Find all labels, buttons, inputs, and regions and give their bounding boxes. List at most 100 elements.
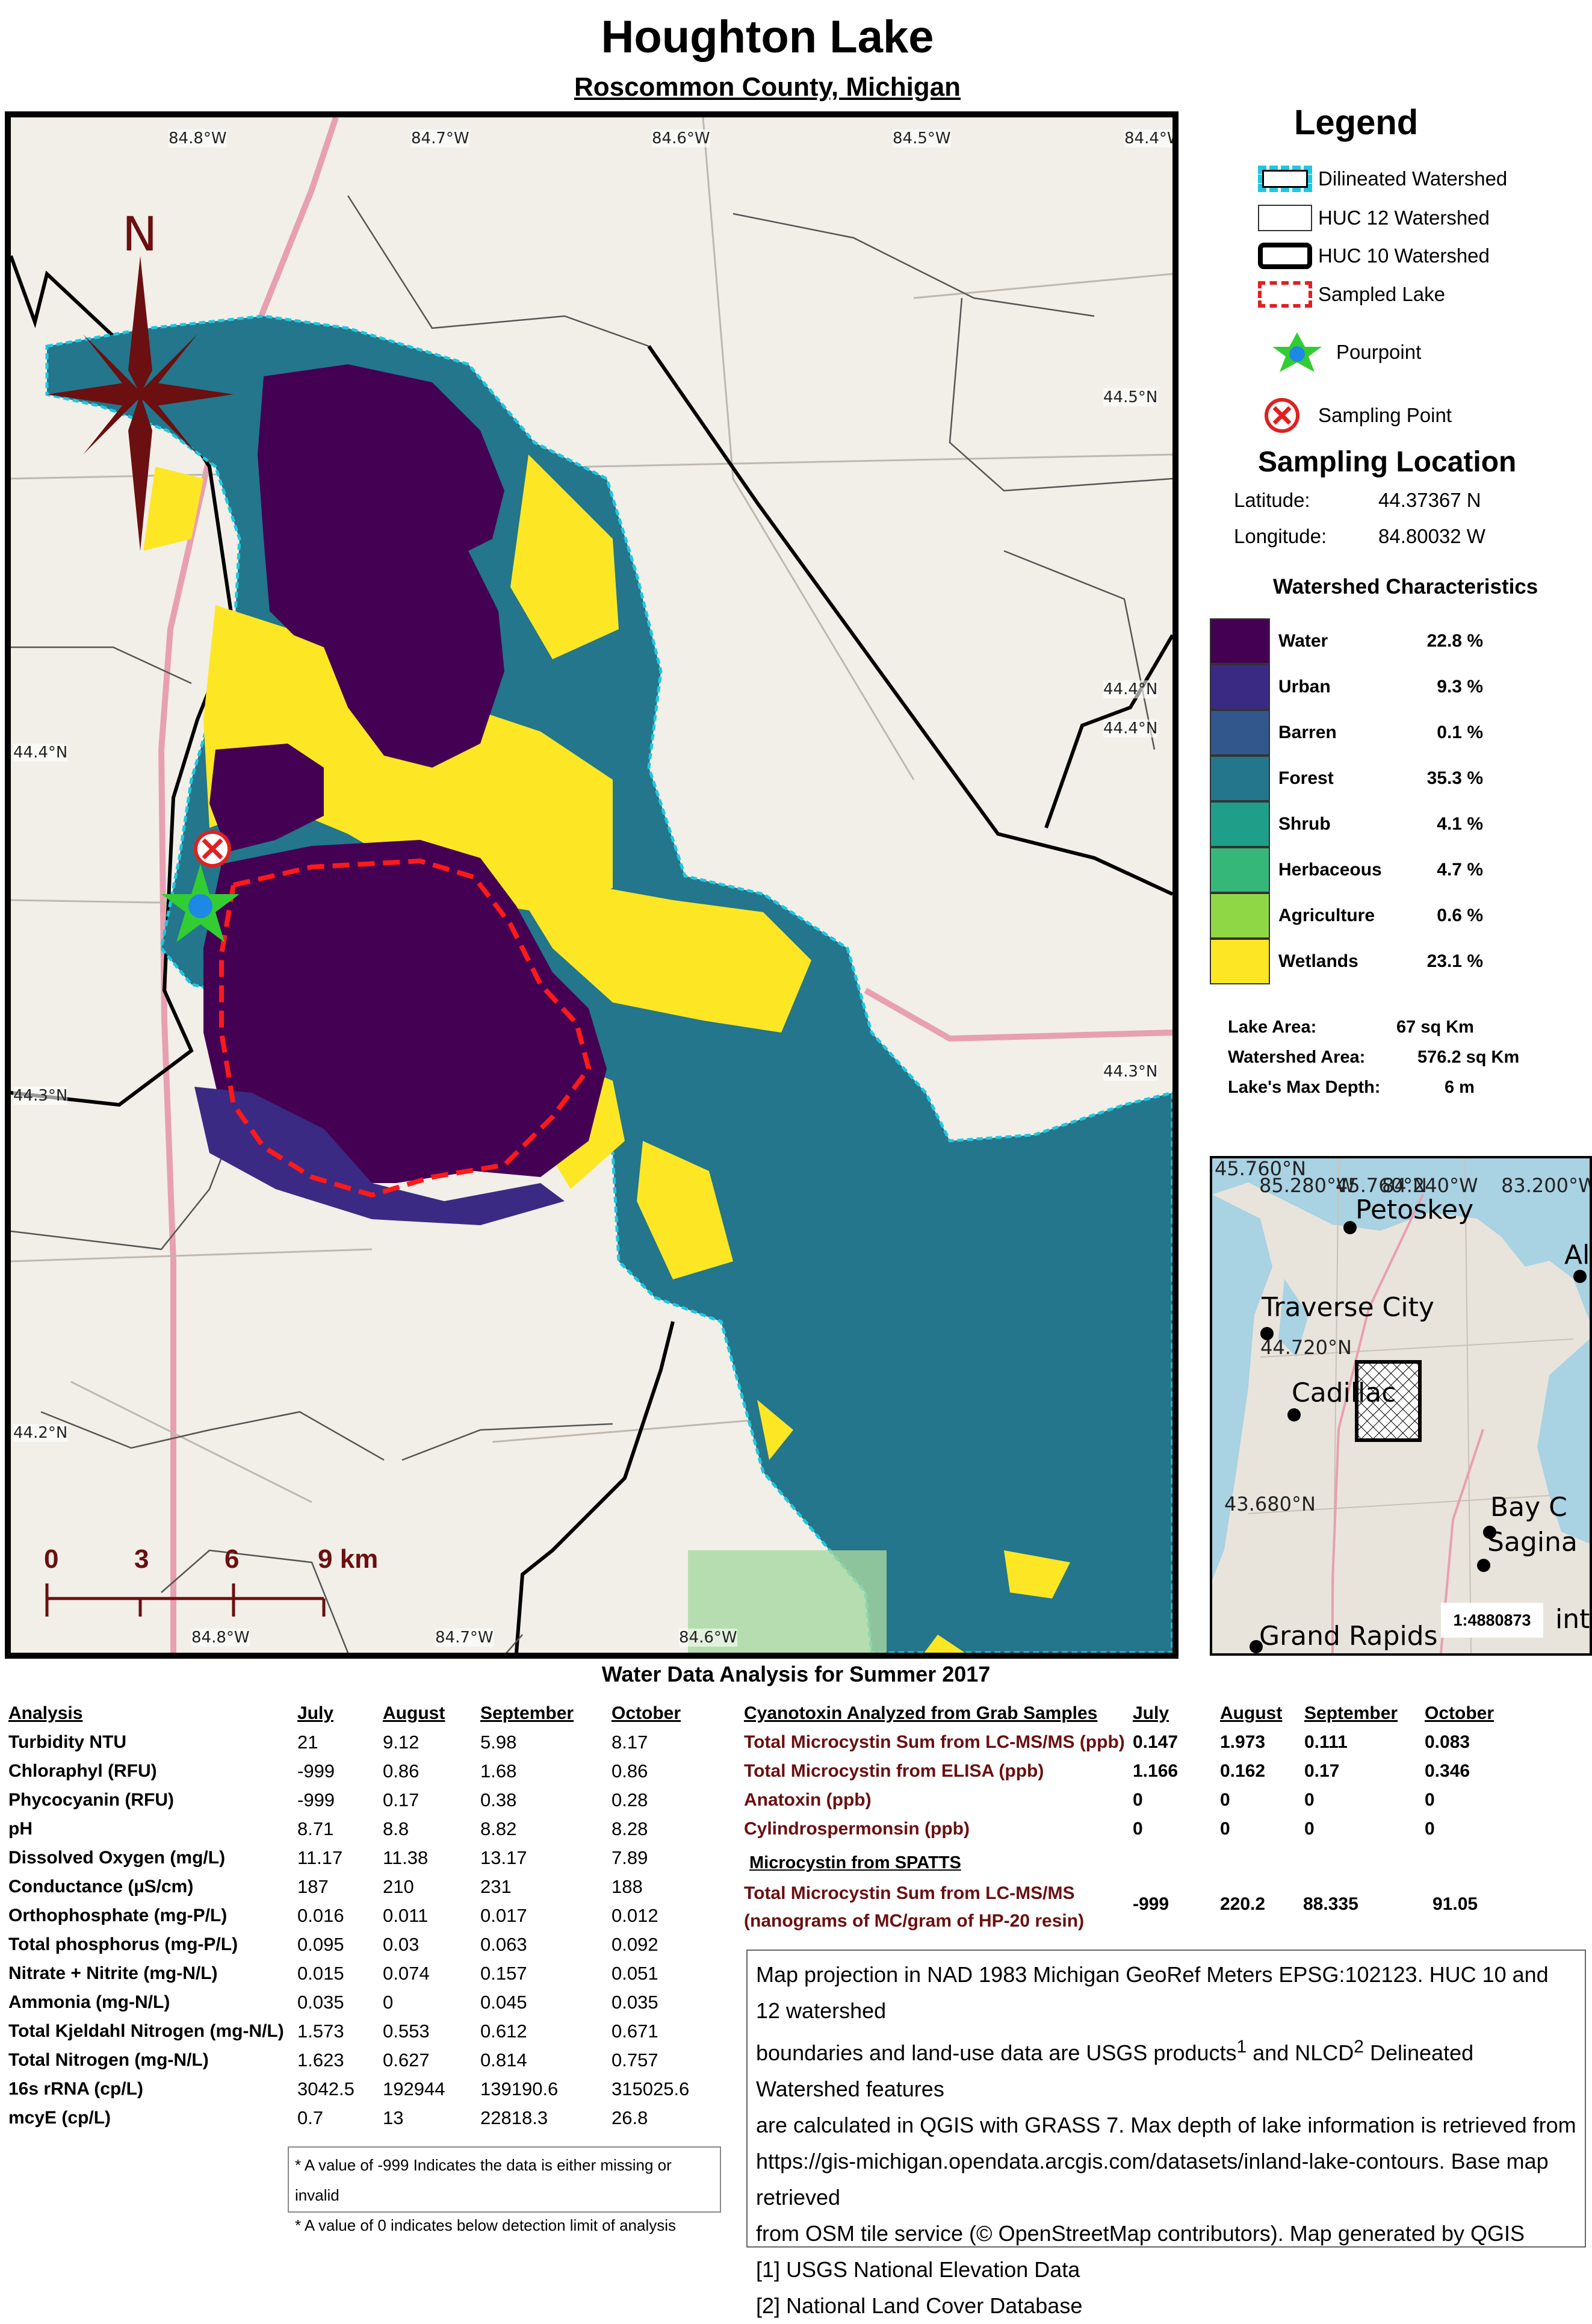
table-cell: 0.015 <box>297 1963 344 1984</box>
max-depth-label: Lake's Max Depth: <box>1228 1078 1381 1097</box>
spatts-label: Total Microcystin Sum from LC-MS/MS (nan… <box>744 1880 1084 1935</box>
class-name: Water <box>1278 631 1328 651</box>
study-area-box <box>1355 1360 1422 1442</box>
table-cell: 13 <box>383 2107 404 2128</box>
data-heading: Water Data Analysis for Summer 2017 <box>601 1662 991 1686</box>
table-cell: 5.98 <box>480 1732 517 1753</box>
table-cell: -999 <box>297 1789 335 1810</box>
table-cell: 0.553 <box>383 2021 430 2042</box>
watershed-class-row: Shrub 4.1 % <box>1210 801 1511 847</box>
table-cell: 13.17 <box>480 1847 527 1868</box>
table-cell: 192944 <box>383 2078 445 2099</box>
table-row: Total phosphorus (mg-P/L) 0.095 0.03 0.063 0… <box>8 1930 702 1959</box>
analysis-name: Phycocyanin (RFU) <box>8 1790 175 1810</box>
class-value: 4.7 % <box>1437 860 1483 880</box>
table-cell: 0.063 <box>480 1934 527 1955</box>
table-row: Cylindrospermonsin (ppb) 0 0 0 0 <box>744 1815 1515 1844</box>
table-cell: 0.814 <box>480 2049 527 2071</box>
table-cell: 0.17 <box>1304 1761 1340 1781</box>
dashed-cyan-box-icon <box>1258 166 1312 192</box>
water-table-header: Analysis July August September October <box>8 1699 702 1728</box>
class-swatch <box>1210 801 1270 847</box>
grid-label-bottom: 84.6°W <box>679 1629 737 1647</box>
spatts-value-october: 91.05 <box>1432 1894 1478 1914</box>
lon-value: 84.80032 W <box>1378 525 1485 547</box>
north-label: N <box>122 208 158 262</box>
table-cell: 9.12 <box>383 1732 420 1753</box>
table-cell: 139190.6 <box>480 2078 559 2099</box>
table-cell: 0.147 <box>1133 1732 1179 1752</box>
table-row: Turbidity NTU 21 9.12 5.98 8.17 <box>8 1728 702 1757</box>
table-cell: 0.035 <box>612 1992 658 2013</box>
analysis-name: Chloraphyl (RFU) <box>8 1761 157 1781</box>
inset-canvas <box>1212 1158 1590 1653</box>
table-row: mcyE (cp/L) 0.7 13 22818.3 26.8 <box>8 2104 702 2133</box>
col-header: October <box>1425 1703 1494 1723</box>
table-cell: 0.092 <box>612 1934 658 1955</box>
table-cell: 231 <box>480 1876 512 1897</box>
road-layer <box>11 117 1172 1503</box>
table-row: Anatoxin (ppb) 0 0 0 0 <box>744 1786 1515 1815</box>
inset-map[interactable]: 45.760°N 85.280°W 84.240°W 45.760°N 83.2… <box>1210 1156 1592 1656</box>
notes-ref: [2] National Land Cover Database <box>756 2293 1083 2318</box>
map-canvas <box>11 117 1172 1653</box>
footnote-box: * A value of -999 Indicates the data is … <box>288 2146 721 2234</box>
inset-lon-label: 85.280°W <box>1259 1174 1355 1197</box>
col-header: August <box>383 1703 445 1723</box>
city-cadillac: Cadillac <box>1292 1378 1396 1408</box>
red-dashed-box-icon <box>1258 281 1312 308</box>
table-cell: 0.051 <box>612 1963 658 1984</box>
table-cell: 0.627 <box>383 2049 430 2071</box>
lake-huron <box>1537 1339 1590 1544</box>
spatts-title: Microcystin from SPATTS <box>749 1853 961 1872</box>
inset-scale-ratio: 1:4880873 <box>1441 1603 1543 1638</box>
thin-box-icon <box>1258 205 1312 231</box>
col-header: Cyanotoxin Analyzed from Grab Samples <box>744 1703 1098 1723</box>
legend-item-huc12: HUC 12 Watershed <box>1258 205 1490 231</box>
table-cell: 0.346 <box>1425 1761 1470 1781</box>
map-subtitle: Roscommon County, Michigan <box>574 72 961 102</box>
grid-label-left: 44.4°N <box>13 744 68 762</box>
legend-label: Pourpoint <box>1336 341 1422 363</box>
watershed-class-row: Urban 9.3 % <box>1210 664 1511 710</box>
table-cell: 3042.5 <box>297 2078 355 2099</box>
notes-line: are calculated in QGIS with GRASS 7. Max… <box>756 2113 1576 2137</box>
watershed-class-row: Wetlands 23.1 % <box>1210 939 1511 984</box>
col-header: October <box>612 1703 681 1723</box>
table-cell: 0 <box>1425 1790 1435 1810</box>
table-row: 16s rRNA (cp/L) 3042.5 192944 139190.6 31502… <box>8 2075 702 2104</box>
watershed-class-row: Herbaceous 4.7 % <box>1210 847 1511 893</box>
legend-label: HUC 12 Watershed <box>1318 207 1490 229</box>
notes-line: boundaries and land-use data are USGS pr… <box>756 2037 1474 2101</box>
col-header: Analysis <box>8 1703 83 1723</box>
table-cell: 0.111 <box>1304 1732 1348 1752</box>
city-saginaw: Sagina <box>1487 1527 1578 1558</box>
watershed-area-label: Watershed Area: <box>1228 1048 1366 1067</box>
main-map[interactable]: 84.8°W 84.7°W 84.6°W 84.5°W 84.4°W 84.8°… <box>5 111 1179 1659</box>
green-star-icon <box>1272 332 1322 372</box>
class-value: 22.8 % <box>1426 631 1483 651</box>
class-swatch <box>1210 618 1270 664</box>
table-row: Dissolved Oxygen (mg/L) 11.17 11.38 13.17 7.… <box>8 1844 702 1872</box>
legend-item-huc10: HUC 10 Watershed <box>1258 243 1490 269</box>
table-cell: 0.016 <box>297 1905 344 1926</box>
wetlands-layer <box>143 455 1070 1653</box>
class-name: Forest <box>1278 768 1334 788</box>
table-row: Conductance (µS/cm) 187 210 231 188 <box>8 1872 702 1901</box>
lake-area-value: 67 sq Km <box>1396 1018 1474 1037</box>
inset-lat-label: 43.680°N <box>1224 1493 1316 1515</box>
highway-layer <box>158 117 1172 1653</box>
table-cell: 0.28 <box>612 1789 648 1810</box>
table-cell: 0.011 <box>383 1905 429 1926</box>
table-cell: 0.074 <box>383 1963 430 1984</box>
city-bay-city: Bay C <box>1490 1492 1567 1523</box>
scale-tick-0: 0 <box>44 1544 59 1574</box>
table-cell: 315025.6 <box>612 2078 690 2099</box>
analysis-name: Conductance (µS/cm) <box>8 1877 194 1897</box>
col-header: September <box>480 1703 574 1723</box>
analysis-name: Nitrate + Nitrite (mg-N/L) <box>8 1963 218 1983</box>
table-cell: 1.166 <box>1133 1761 1179 1781</box>
grid-label-bottom: 84.7°W <box>435 1629 494 1647</box>
city-grand-rapids: Grand Rapids <box>1259 1621 1438 1651</box>
table-cell: 0.38 <box>480 1789 517 1810</box>
